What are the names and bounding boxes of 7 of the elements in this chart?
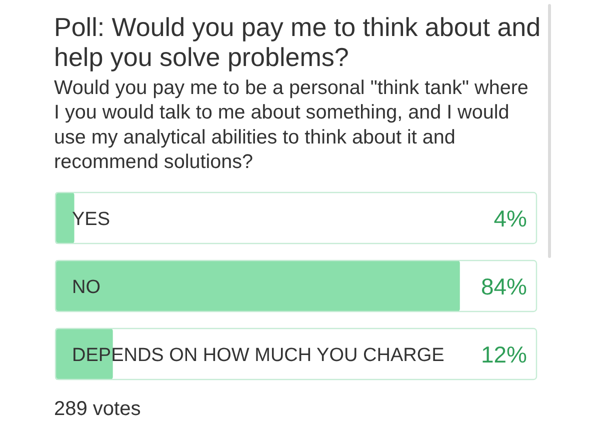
chart-title: Poll: Would you pay me to think about and help you solve problems? [54,12,541,72]
y-tick-label: NO [72,277,100,298]
data-label: 84% [480,274,527,300]
chart-subtitle: Would you pay me to be a personal "think tank" where I you would talk to me about something, and I would use my analytical abilities to think about it and recommend solutions? [54,77,528,174]
data-label: 12% [480,342,527,368]
data-label: 4% [494,206,527,232]
text: 289 votes [54,398,141,420]
